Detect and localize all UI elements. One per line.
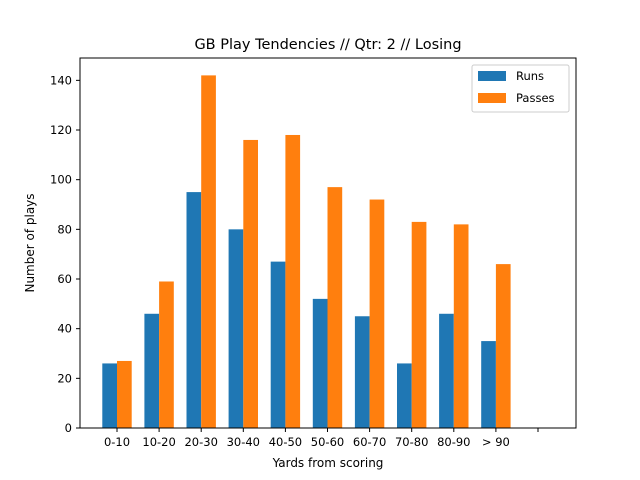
bar-passes-8090 xyxy=(453,224,469,428)
x-tick-label: 30-40 xyxy=(227,435,260,449)
legend-label-passes: Passes xyxy=(516,91,555,105)
y-tick-label: 120 xyxy=(50,123,72,137)
bar-passes-90 xyxy=(495,264,511,428)
plot-frame xyxy=(79,57,577,429)
x-tick-label: 40-50 xyxy=(269,435,302,449)
bar-runs-010 xyxy=(102,363,117,428)
x-tick-label: 0-10 xyxy=(104,435,130,449)
legend-swatch-passes xyxy=(478,93,506,103)
y-tick-label: 80 xyxy=(57,222,72,236)
bar-passes-1020 xyxy=(159,281,174,428)
legend-swatch-runs xyxy=(478,71,506,81)
legend-label-runs: Runs xyxy=(516,69,544,83)
bar-runs-1020 xyxy=(144,313,160,428)
bar-runs-8090 xyxy=(439,313,454,428)
bar-runs-6070 xyxy=(354,316,370,428)
bar-runs-5060 xyxy=(312,298,328,428)
x-tick-label: 70-80 xyxy=(395,435,428,449)
bar-runs-2030 xyxy=(186,192,202,428)
bar-runs-3040 xyxy=(228,229,244,428)
legend: Runs Passes xyxy=(471,64,570,113)
bar-passes-5060 xyxy=(327,187,343,428)
bar-passes-2030 xyxy=(201,75,216,428)
bar-passes-3040 xyxy=(243,139,258,429)
y-tick-label: 20 xyxy=(57,371,72,385)
x-tick-label: > 90 xyxy=(482,435,510,449)
x-tick-label: 60-70 xyxy=(353,435,386,449)
y-tick-label: 60 xyxy=(57,272,72,286)
y-ticks: 0 20 40 60 80 100 120 140 xyxy=(50,73,80,435)
bars-group xyxy=(102,75,511,429)
y-tick-label: 40 xyxy=(57,322,72,336)
chart-title: GB Play Tendencies // Qtr: 2 // Losing xyxy=(194,37,461,53)
x-axis-label: Yards from scoring xyxy=(272,456,384,470)
x-ticks: 0-10 10-20 20-30 30-40 40-50 50-60 60-70 70-80 8… xyxy=(104,428,539,449)
bar-runs-7080 xyxy=(397,363,412,428)
x-tick-label: 80-90 xyxy=(437,435,470,449)
bar-passes-4050 xyxy=(285,134,301,428)
bar-passes-010 xyxy=(117,360,132,428)
x-tick-label: 20-30 xyxy=(184,435,217,449)
bar-passes-6070 xyxy=(369,199,385,428)
y-tick-label: 100 xyxy=(50,173,72,187)
y-tick-label: 0 xyxy=(65,421,72,435)
bar-passes-7080 xyxy=(411,221,427,428)
bar-runs-4050 xyxy=(270,261,286,428)
bar-runs-90 xyxy=(481,341,496,428)
x-tick-label: 10-20 xyxy=(142,435,175,449)
y-axis-label: Number of plays xyxy=(23,193,37,292)
y-tick-label: 140 xyxy=(50,73,72,87)
x-tick-label: 50-60 xyxy=(311,435,344,449)
